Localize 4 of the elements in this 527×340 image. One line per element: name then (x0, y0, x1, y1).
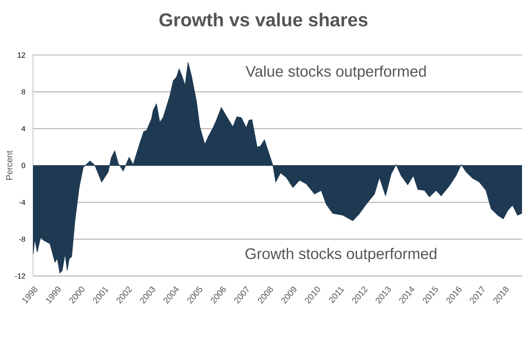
chart-title: Growth vs value shares (159, 12, 368, 26)
annotation: Value stocks outperformed (246, 66, 426, 80)
y-axis-title: Percent (6, 150, 12, 180)
annotation: Growth stocks outperformed (246, 248, 436, 262)
